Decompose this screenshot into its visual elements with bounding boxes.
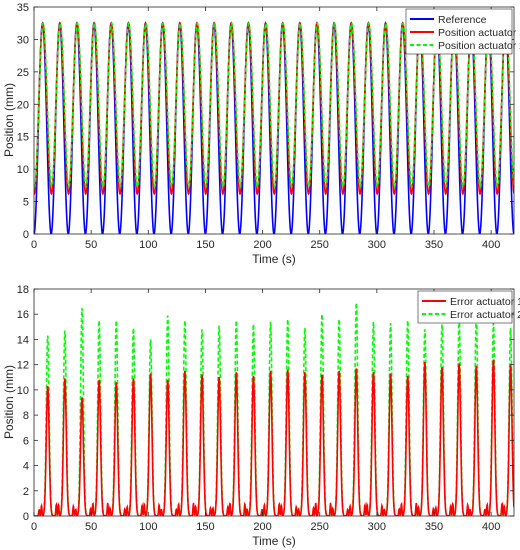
x-tick-label: 250 bbox=[311, 521, 329, 533]
x-tick-label: 200 bbox=[253, 239, 271, 251]
ticks-layer: 0 50 100 150 200 250 300 350 400 0 5 10 15 20 25 30 35 bbox=[17, 2, 514, 251]
x-tick-label: 400 bbox=[482, 239, 500, 251]
x-tick-label: 350 bbox=[425, 239, 443, 251]
legend-label-reference: Reference bbox=[438, 14, 487, 26]
legend: Reference Position actuator 1 Position a… bbox=[405, 8, 520, 55]
series-layer bbox=[34, 21, 514, 234]
y-tick-label: 25 bbox=[17, 67, 29, 79]
chart-position: 0 50 100 150 200 250 300 350 400 0 5 10 15 20 25 30 35 T… bbox=[2, 2, 520, 266]
x-axis-label: Time (s) bbox=[252, 534, 296, 548]
series-line-position-actuator-2 bbox=[34, 21, 514, 188]
x-tick-label: 0 bbox=[31, 521, 37, 533]
x-tick-label: 100 bbox=[139, 521, 157, 533]
axes-box bbox=[33, 6, 515, 235]
x-tick-label: 200 bbox=[253, 521, 271, 533]
legend-box bbox=[417, 290, 513, 324]
legend-label-position-actuator-2: Position actuator 2 bbox=[438, 40, 520, 52]
y-tick-label: 8 bbox=[23, 410, 29, 422]
chart-error: 0 50 100 150 200 250 300 350 400024681012141618 … bbox=[2, 284, 520, 548]
y-tick-label: 0 bbox=[23, 229, 29, 241]
y-tick-label: 16 bbox=[17, 309, 29, 321]
y-tick-label: 6 bbox=[23, 435, 29, 447]
y-tick-label: 4 bbox=[23, 461, 29, 473]
x-tick-label: 150 bbox=[196, 521, 214, 533]
x-tick-label: 400 bbox=[482, 521, 500, 533]
y-tick-label: 10 bbox=[17, 385, 29, 397]
y-tick-label: 15 bbox=[17, 132, 29, 144]
x-tick-label: 100 bbox=[139, 239, 157, 251]
x-tick-label: 0 bbox=[31, 239, 37, 251]
y-tick-label: 10 bbox=[17, 164, 29, 176]
y-tick-label: 35 bbox=[17, 2, 29, 14]
y-tick-label: 2 bbox=[23, 486, 29, 498]
y-axis-label: Position (mm) bbox=[2, 83, 16, 157]
ticks-layer: 0 50 100 150 200 250 300 350 400 0 2 4 6 8 10 12 14 16 18 bbox=[17, 284, 514, 533]
axes-box bbox=[33, 288, 515, 517]
x-tick-label: 300 bbox=[368, 521, 386, 533]
legend-label-error-actuator-1: Error actuator 1 bbox=[450, 296, 520, 308]
x-tick-label: 350 bbox=[425, 521, 443, 533]
legend-label-position-actuator-1: Position actuator 1 bbox=[438, 27, 520, 39]
y-tick-label: 14 bbox=[17, 334, 29, 346]
y-tick-label: 18 bbox=[17, 284, 29, 296]
y-tick-label: 0 bbox=[23, 511, 29, 523]
x-tick-label: 300 bbox=[368, 239, 386, 251]
y-tick-label: 12 bbox=[17, 360, 29, 372]
y-tick-label: 20 bbox=[17, 99, 29, 111]
x-tick-label: 150 bbox=[196, 239, 214, 251]
y-tick-label: 5 bbox=[23, 197, 29, 209]
legend: Error actuator 1 Error actuator 2 bbox=[417, 290, 520, 324]
x-axis-label: Time (s) bbox=[252, 252, 296, 266]
x-tick-label: 50 bbox=[85, 521, 97, 533]
y-axis-label: Position (mm) bbox=[2, 365, 16, 439]
legend-label-error-actuator-2: Error actuator 2 bbox=[450, 309, 520, 321]
y-tick-label: 30 bbox=[17, 34, 29, 46]
x-tick-label: 250 bbox=[311, 239, 329, 251]
x-tick-label: 50 bbox=[85, 239, 97, 251]
